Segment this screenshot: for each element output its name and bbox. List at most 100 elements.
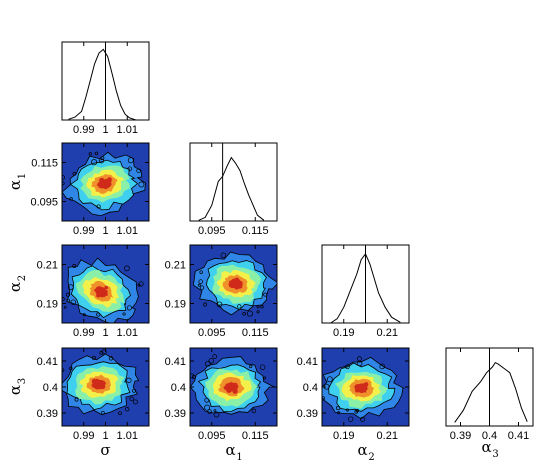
marginal-curve (198, 156, 265, 221)
x-tick-label: 1.01 (117, 430, 138, 442)
x-axis-label-3-symbol: α (481, 438, 491, 456)
contour-speck (208, 358, 214, 364)
y-tick-label: 0.115 (31, 158, 58, 170)
contour-speck (190, 373, 195, 379)
y-tick-label: 0.4 (43, 382, 58, 394)
contour-speck (63, 305, 67, 309)
density-peak (225, 388, 229, 391)
contour-speck (96, 204, 101, 209)
panels-layer: 0.99 1 1.01 0.095 0.115 0.19 0.21 0.39 0.4 0.41 0.… (30, 41, 534, 442)
contour-speck (118, 411, 122, 416)
x-axis-label-0-symbol: σ (100, 441, 110, 459)
contour-speck (70, 299, 77, 305)
density-peak (233, 382, 238, 388)
contour-speck (322, 395, 325, 401)
x-tick-label: 1 (102, 124, 108, 136)
y-tick-label: 0.39 (37, 408, 58, 420)
contour-speck (127, 166, 133, 171)
y-tick-label: 0.21 (37, 260, 58, 272)
contour-speck (138, 181, 145, 188)
contour-speck (124, 265, 130, 272)
x-tick-label: 0.19 (333, 327, 354, 339)
y-tick-label: 0.19 (37, 299, 58, 311)
density-peak (102, 182, 108, 188)
x-axis-label-2-symbol: α (357, 441, 367, 459)
contour-speck (62, 181, 65, 186)
density-peak (357, 385, 362, 391)
contour-speck (197, 283, 201, 287)
density-peak (107, 177, 112, 183)
x-tick-label: 0.115 (242, 430, 269, 442)
contour-speck (246, 310, 253, 317)
y-tick-label: 0.19 (165, 299, 186, 311)
contour-speck (82, 313, 86, 317)
contour-speck (220, 252, 227, 259)
x-tick-label: 0.99 (73, 327, 94, 339)
contour-speck (91, 355, 97, 361)
contour-speck (69, 197, 73, 201)
x-tick-label: 0.21 (377, 430, 398, 442)
contour-speck (126, 377, 132, 383)
x-tick-label: 1.01 (117, 124, 138, 136)
contour-speck (260, 305, 264, 309)
density-peak (96, 293, 101, 298)
contour-speck (356, 360, 363, 367)
y-axis-label-3-symbol: α (6, 385, 24, 395)
contour-speck (88, 152, 92, 156)
contour-speck (203, 302, 208, 307)
y-axis-label-3-subscript: 3 (17, 378, 28, 384)
density-peak (101, 289, 106, 294)
joint-panel-1-2: 0.095 0.115 0.19 0.21 (165, 244, 278, 339)
y-tick-label: 0.39 (165, 408, 186, 420)
contour-speck (263, 376, 267, 380)
x-axis-label-3-subscript: 3 (492, 449, 498, 460)
contour-speck (137, 283, 141, 287)
contour-speck (62, 297, 65, 302)
density-peak (232, 388, 238, 394)
x-tick-label: 0.39 (450, 430, 471, 442)
joint-panel-2-3: 0.19 0.21 0.39 0.4 0.41 (297, 347, 410, 442)
y-tick-label: 0.21 (165, 260, 186, 272)
y-tick-label: 0.41 (165, 356, 186, 368)
contour-speck (72, 172, 77, 176)
x-axis-label-0: σ (100, 441, 110, 459)
contour-speck (198, 279, 203, 284)
contour-speck (251, 408, 257, 414)
contour-speck (67, 284, 74, 290)
marginal-panel-0: 0.99 1 1.01 (61, 41, 150, 136)
density-peak (95, 378, 99, 383)
contour-speck (204, 397, 210, 403)
contour-speck (379, 363, 385, 370)
density-peak (101, 384, 106, 389)
y-axis-label-2-symbol: α (6, 282, 24, 292)
y-tick-label: 0.41 (37, 356, 58, 368)
y-tick-label: 0.41 (297, 356, 318, 368)
x-tick-label: 1 (102, 225, 108, 237)
x-tick-label: 0.41 (508, 430, 529, 442)
density-peak (230, 280, 234, 284)
x-tick-label: 1 (102, 327, 108, 339)
y-tick-label: 0.39 (297, 408, 318, 420)
y-tick-label: 0.095 (30, 197, 58, 209)
marginal-curve (68, 48, 137, 121)
x-tick-label: 0.19 (333, 430, 354, 442)
contour-speck (66, 298, 70, 303)
y-axis-label-3: α3 (6, 378, 28, 395)
joint-panel-0-1: 0.99 1 1.01 0.095 0.115 (30, 142, 150, 237)
contour-speck (199, 270, 203, 274)
contour-speck (345, 364, 350, 370)
contour-speck (101, 410, 105, 415)
marginal-panel-1: 0.095 0.115 (189, 142, 278, 237)
x-tick-label: 0.095 (198, 225, 226, 237)
contour-speck (65, 292, 71, 297)
x-axis-label-1-subscript: 1 (236, 452, 242, 463)
density-peak (104, 285, 108, 290)
contour-speck (263, 292, 268, 297)
contour-speck (249, 364, 253, 369)
x-tick-label: 0.115 (242, 225, 269, 237)
contour-speck (125, 407, 130, 412)
contour-speck (348, 416, 354, 422)
